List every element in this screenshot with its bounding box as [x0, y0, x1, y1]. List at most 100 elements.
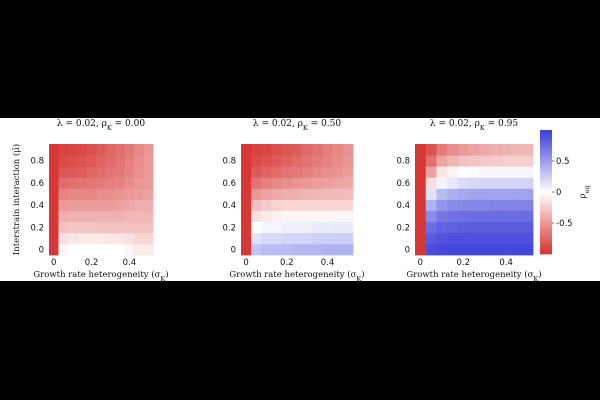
- heatmap-cell: [500, 188, 512, 200]
- heatmap-cell: [281, 166, 293, 178]
- heatmap-cell: [415, 177, 427, 189]
- heatmap-cell: [425, 232, 437, 245]
- heatmap-cell: [322, 210, 334, 223]
- heatmap-cell: [342, 166, 354, 178]
- heatmap-cell: [49, 177, 59, 189]
- heatmap-cell: [425, 199, 437, 211]
- heatmap-cell: [500, 210, 512, 223]
- colorbar-segment: [540, 241, 552, 245]
- heatmap-cell: [271, 243, 283, 256]
- heatmap-cell: [312, 221, 323, 234]
- heatmap-cell: [261, 144, 272, 156]
- heatmap-cell: [468, 155, 480, 167]
- heatmap-cell: [522, 199, 534, 211]
- heatmap-cell: [522, 210, 534, 223]
- colorbar-segment: [540, 185, 552, 189]
- y-tick-label: 0.4: [396, 201, 410, 211]
- y-tick-label: 0.4: [222, 201, 236, 211]
- heatmap-cell: [322, 166, 334, 178]
- y-tick-label: 0.2: [30, 223, 44, 233]
- heatmap-cell: [436, 177, 448, 189]
- heatmap-cell: [291, 188, 303, 200]
- heatmap-cell: [134, 144, 144, 156]
- heatmap-cell: [241, 188, 252, 200]
- heatmap-cell: [124, 243, 135, 256]
- colorbar-segment: [540, 175, 552, 178]
- heatmap-cell: [479, 155, 491, 167]
- heatmap-cell: [457, 166, 470, 178]
- heatmap-cell: [447, 188, 459, 200]
- heatmap-cell: [500, 221, 512, 234]
- colorbar-segment: [540, 210, 552, 214]
- heatmap-cell: [342, 144, 354, 156]
- heatmap-cell: [490, 155, 502, 167]
- heatmap-cell: [124, 188, 135, 200]
- heatmap-cell: [241, 199, 252, 211]
- heatmap-cell: [322, 177, 334, 189]
- colorbar-segment: [540, 202, 552, 205]
- y-tick-label: 0.2: [222, 223, 236, 233]
- heatmap-cell: [281, 199, 293, 211]
- heatmap-cell: [67, 155, 78, 167]
- heatmap-cell: [312, 188, 323, 200]
- heatmap-cell: [67, 144, 78, 156]
- heatmap-cell: [490, 210, 502, 223]
- heatmap-cell: [479, 243, 491, 256]
- colorbar-segment: [540, 223, 552, 226]
- heatmap-cell: [415, 155, 427, 167]
- heatmap-cell: [312, 177, 323, 189]
- heatmap-cell: [58, 144, 69, 156]
- heatmap-cell: [490, 166, 502, 178]
- heatmap-cell: [143, 177, 154, 189]
- colorbar-segment: [540, 233, 552, 236]
- heatmap-cell: [241, 221, 252, 234]
- heatmap-cell: [115, 188, 126, 200]
- heatmap-cell: [67, 199, 78, 211]
- heatmap-cell: [67, 210, 78, 223]
- heatmap-cell: [96, 144, 107, 156]
- panel-title: λ = 0.02, ρK = 0.00: [57, 119, 145, 132]
- colorbar-segment: [540, 208, 552, 211]
- heatmap-cell: [415, 144, 427, 156]
- heatmap-cell: [302, 177, 313, 189]
- heatmap-cell: [49, 232, 59, 245]
- heatmap-cell: [322, 243, 334, 256]
- heatmap-cell: [143, 232, 154, 245]
- heatmap-cell: [511, 188, 523, 200]
- colorbar-segment: [540, 156, 552, 160]
- heatmap-cell: [490, 221, 502, 234]
- heatmap-cell: [105, 210, 116, 223]
- heatmap-cell: [251, 177, 262, 189]
- colorbar-segment: [540, 148, 552, 152]
- heatmap-cell: [86, 243, 97, 256]
- heatmap-cell: [58, 177, 69, 189]
- heatmap-cell: [271, 188, 283, 200]
- heatmap-cell: [281, 188, 293, 200]
- colorbar-segment: [540, 231, 552, 234]
- colorbar-segment: [540, 220, 552, 224]
- heatmap-cell: [124, 199, 135, 211]
- heatmap-cell: [124, 177, 135, 189]
- heatmap-cell: [415, 221, 427, 234]
- heatmap-cell: [261, 243, 272, 256]
- heatmap-cell: [105, 199, 116, 211]
- heatmap-cell: [302, 144, 313, 156]
- x-tick-label: 0: [243, 258, 248, 268]
- colorbar-segment: [540, 130, 552, 133]
- x-tick-label: 0.2: [85, 258, 99, 268]
- heatmap-cell: [291, 155, 303, 167]
- heatmap-cell: [134, 177, 144, 189]
- heatmap-cell: [105, 243, 116, 256]
- heatmap-cell: [322, 188, 334, 200]
- heatmap-cell: [425, 144, 437, 156]
- heatmap-cell: [271, 232, 283, 245]
- heatmap-cell: [124, 144, 135, 156]
- heatmap-cell: [490, 177, 502, 189]
- heatmap-cell: [312, 243, 323, 256]
- figure: λ = 0.02, ρK = 0.00 0 0.2 0.4 0 0.2 0.4 0.6 0.8 G…: [0, 118, 600, 281]
- heatmap-cell: [49, 243, 59, 256]
- heatmap-cell: [49, 188, 59, 200]
- colorbar-segment: [540, 152, 552, 156]
- heatmap-cell: [291, 199, 303, 211]
- heatmap-cell: [124, 210, 135, 223]
